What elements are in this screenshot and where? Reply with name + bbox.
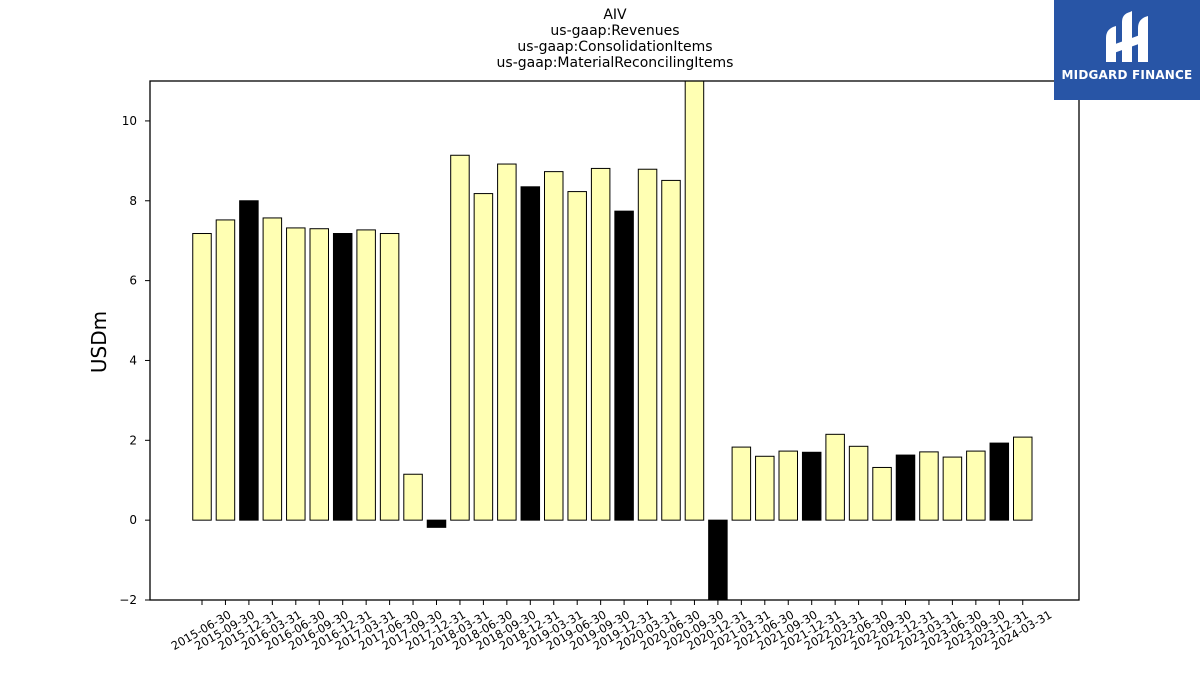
y-tick-label: −2 <box>119 593 137 607</box>
bar-2020-09-30 <box>684 80 705 521</box>
bar-2018-09-30 <box>497 163 517 521</box>
bar-2019-09-30 <box>590 167 611 521</box>
bar-2022-06-30 <box>848 445 869 521</box>
bar-2023-06-30 <box>942 456 963 521</box>
bar-2022-12-31 <box>895 454 916 521</box>
bar-2015-06-30 <box>192 233 212 521</box>
midgard-finance-logo: MIDGARD FINANCE <box>1054 0 1200 100</box>
bar-2018-06-30 <box>473 193 494 521</box>
plot-frame <box>149 80 1080 601</box>
y-tick-label: 10 <box>122 114 137 128</box>
bar-2017-03-31 <box>356 229 376 521</box>
bar-2017-09-30 <box>403 473 423 521</box>
bar-2020-06-30 <box>661 179 681 521</box>
bar-2020-03-31 <box>637 168 658 521</box>
bar-2023-03-31 <box>919 451 939 521</box>
y-tick-label: 4 <box>129 353 137 367</box>
chart-title-line-4: us-gaap:MaterialReconcilingItems <box>496 55 734 71</box>
bar-2017-12-31 <box>426 519 447 528</box>
chart-title-line-1: AIV <box>603 7 627 23</box>
y-axis: −2 0 2 4 6 8 10 <box>119 114 150 607</box>
bar-2019-12-31 <box>614 210 634 521</box>
bar-2021-06-30 <box>755 455 775 521</box>
bar-2023-12-31 <box>989 442 1010 521</box>
y-tick-label: 2 <box>129 433 137 447</box>
bar-2016-12-31 <box>332 233 353 521</box>
bar-2021-12-31 <box>801 451 822 521</box>
midgard-logo-icon <box>1106 11 1148 62</box>
bar-2018-12-31 <box>520 186 541 521</box>
bar-series <box>192 80 1033 601</box>
bar-2024-03-31 <box>1013 436 1033 521</box>
bar-2023-09-30 <box>966 450 986 521</box>
bar-2015-12-31 <box>239 200 259 521</box>
bar-2021-03-31 <box>731 446 752 521</box>
bar-2019-03-31 <box>544 171 564 521</box>
bar-2019-06-30 <box>567 191 587 521</box>
y-axis-label: USDm <box>87 311 111 373</box>
bar-2016-06-30 <box>286 227 306 521</box>
bar-2021-09-30 <box>778 450 798 521</box>
y-tick-label: 0 <box>129 513 137 527</box>
logo-text: MIDGARD FINANCE <box>1061 68 1193 82</box>
x-axis: 2015-06-302015-09-302015-12-312016-03-31… <box>169 600 1054 653</box>
chart-title-line-3: us-gaap:ConsolidationItems <box>517 39 713 55</box>
bar-2015-09-30 <box>215 219 236 521</box>
bar-2016-09-30 <box>309 228 329 521</box>
bar-2022-03-31 <box>825 433 845 521</box>
bar-2017-06-30 <box>379 233 400 521</box>
bar-2018-03-31 <box>450 154 470 521</box>
y-tick-label: 8 <box>129 194 137 208</box>
bar-2020-12-31 <box>708 519 728 601</box>
bar-2016-03-31 <box>262 217 283 521</box>
bar-2022-09-30 <box>872 466 892 521</box>
chart-title-line-2: us-gaap:Revenues <box>550 23 680 39</box>
y-tick-label: 6 <box>129 274 137 288</box>
